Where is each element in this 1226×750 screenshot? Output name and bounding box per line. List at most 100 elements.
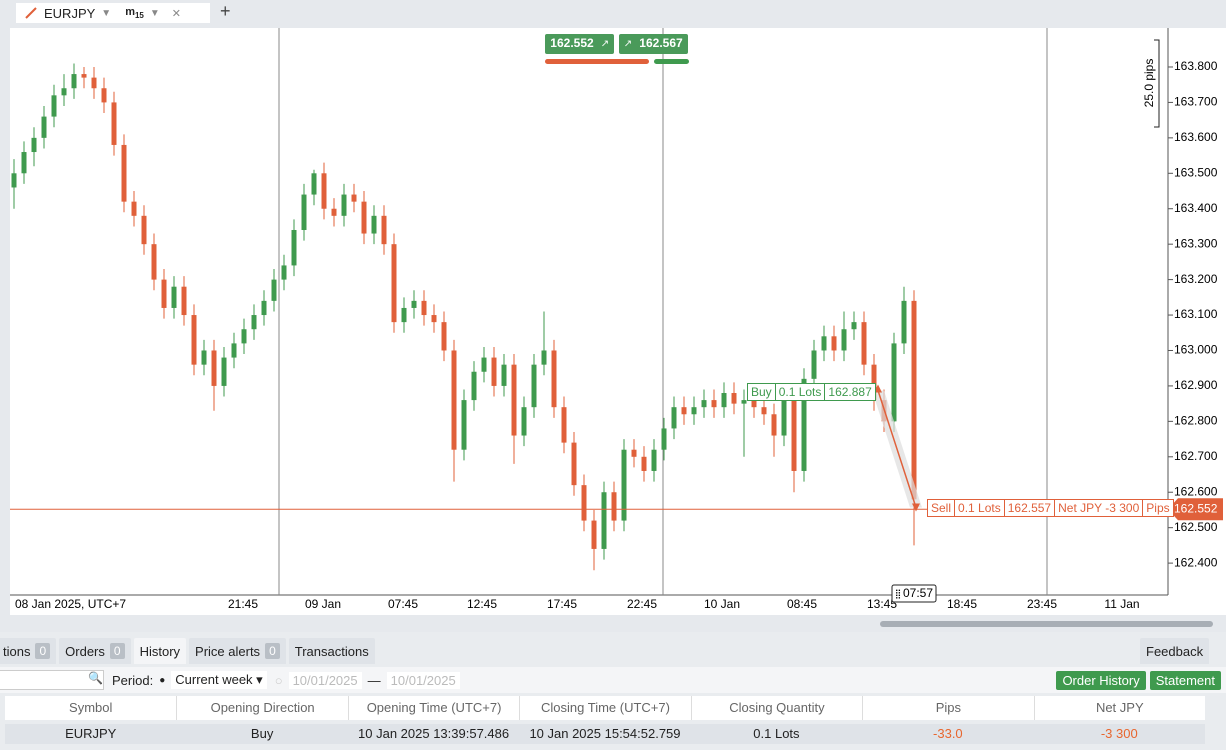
y-tick-label: 163.300 [1174,236,1218,250]
radio[interactable]: ○ [274,672,283,688]
feedback-label: Feedback [1146,643,1204,659]
candle-body [691,407,697,415]
x-tick-label: 08 Jan 2025, UTC+7 [15,597,126,611]
tab[interactable]: Transactions [288,638,375,664]
cell: EURJPY [65,726,117,741]
tab-label: Price alerts [195,643,261,659]
candle-body [51,95,57,117]
y-tick-label: 163.800 [1174,59,1218,73]
candle-body [341,194,347,216]
y-tick-label: 163.400 [1174,201,1218,215]
column-header[interactable]: Opening Direction [176,696,347,720]
buy-marker [874,384,882,393]
sell-button[interactable] [545,34,614,54]
column-header[interactable]: Pips [862,696,1033,720]
candle-body [331,208,337,216]
trade-price: 162.557 [1003,500,1054,517]
trade-price: 162.887 [824,383,874,400]
date-from[interactable]: 10/01/2025 [288,671,362,689]
date-to[interactable]: 10/01/2025 [386,671,460,689]
date-sep: — [367,672,381,688]
tab[interactable]: tions 0 [0,638,57,664]
tab-label: Transactions [294,643,369,659]
scrollbar-thumb[interactable] [880,621,1213,627]
tab-label: History [139,643,181,659]
candle-body [681,407,687,415]
column-header[interactable]: Closing Quantity [690,696,862,720]
statement-button[interactable]: Statement [1149,670,1221,690]
tab[interactable]: Price alerts 0 [189,638,286,664]
candle-body [521,407,527,436]
add-tab[interactable]: + [220,1,231,21]
candle-body [191,315,197,365]
x-tick-label: 23:45 [1027,597,1057,611]
buy-sentiment [654,59,689,64]
time-label-box [891,584,937,603]
y-tick-label: 163.500 [1174,165,1218,179]
tab-count: 0 [109,643,125,659]
bid-price: 162.552 [550,36,594,50]
column-header[interactable]: Net JPY [1033,696,1205,720]
column-header[interactable]: Symbol [69,700,113,715]
x-tick-label: 08:45 [787,597,817,611]
chart-icon [25,7,37,19]
dropdown[interactable]: ▼ [101,7,112,19]
candle-body [21,152,27,174]
x-tick-label: 11 Jan [1104,597,1139,611]
column-header[interactable]: Opening Time (UTC+7) [347,696,519,720]
price-tag-label: 162.552 [1174,501,1218,515]
tab-count: 0 [35,643,51,659]
candle-body [401,307,407,323]
candle-body [601,492,607,549]
candle-body [771,414,777,436]
panel-tabs: tions 0 Orders 0 History Price alerts 0 Transac… [0,638,378,664]
search[interactable]: 🔍 [0,670,104,690]
buy-button[interactable] [619,34,688,54]
candle-body [751,400,757,408]
feedback[interactable]: Feedback [1140,638,1210,664]
x-tick-label: 09 Jan [305,597,341,611]
symbol-tab[interactable]: EURJPY ▼ m15 ▼ ✕ [16,3,210,23]
candle-body [861,322,867,365]
cell: 10 Jan 2025 13:39:57.486 [358,726,510,741]
candle-body [31,137,37,153]
candle-body [271,279,277,301]
candle-body [641,456,647,471]
dropdown[interactable]: ▼ [149,7,160,19]
candle-body [291,229,297,266]
candle-body [11,173,17,188]
period-select[interactable]: Current week ▾ [171,671,267,689]
cell: 0.1 Lots [753,726,800,741]
candle-body [381,215,387,245]
candle-body [431,315,437,323]
candle-body [801,378,807,471]
candle-body [361,201,367,234]
y-tick-label: 162.700 [1174,449,1218,463]
candle-body [121,144,127,202]
candle-body [511,364,517,436]
cell: -3 300 [1100,726,1138,741]
tab[interactable]: History [133,638,187,664]
candle-body [251,315,257,330]
ruler-label: 25.0 pips [1142,59,1156,108]
x-tick-label: 12:45 [467,597,497,611]
trade-line [877,390,917,508]
candle-body [631,449,637,457]
close-tab[interactable]: ✕ [171,7,182,20]
candle-body [351,194,357,202]
timeframe-unit: m [125,5,135,18]
x-tick-label: 17:45 [547,597,577,611]
candle-body [621,449,627,521]
tab[interactable]: Orders 0 [59,638,131,664]
radio[interactable]: ● [159,674,166,686]
x-tick-label: 22:45 [627,597,657,611]
candle-body [131,201,137,216]
candle-body [851,322,857,330]
candle-body [231,343,237,358]
candle-body [111,102,117,145]
table-row[interactable]: EURJPY Buy 10 Jan 2025 13:39:57.486 10 Jan … [5,724,1205,744]
column-header[interactable]: Closing Time (UTC+7) [519,696,690,720]
order-history-button[interactable]: Order History [1056,670,1146,690]
price-tag [1168,498,1223,521]
timeframe[interactable]: m15 [125,6,144,20]
